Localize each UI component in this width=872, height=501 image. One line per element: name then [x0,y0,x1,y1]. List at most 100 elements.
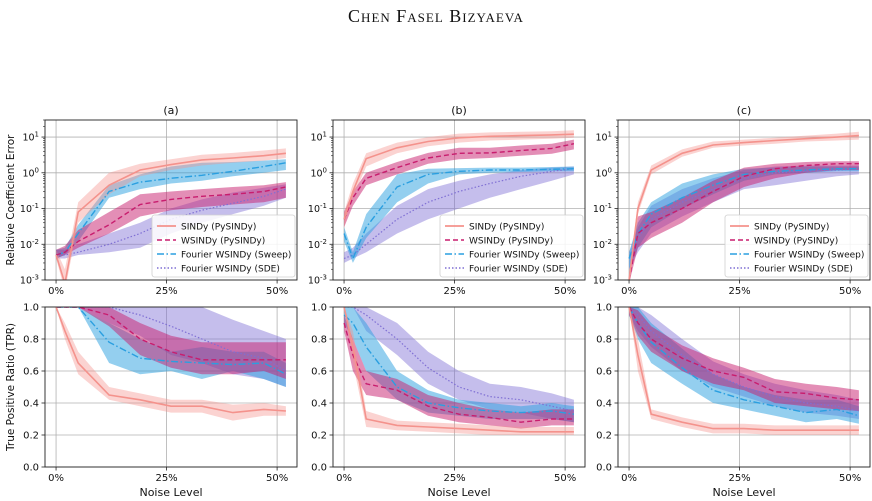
legend-label: Fourier WSINDy (SDE) [469,265,568,275]
y-tick-exponent: -2 [320,238,327,246]
y-tick-label: 0.4 [596,399,612,410]
x-tick-label: 50% [266,473,288,484]
y-tick-label: 1.0 [311,303,327,314]
y-tick-label: 10-1 [308,202,327,215]
legend-label: Fourier WSINDy (SDE) [754,265,853,275]
y-tick-label: 0.8 [596,335,612,346]
series-line-2 [628,307,860,417]
y-tick-label: 0.6 [596,367,612,378]
series-line-3 [343,168,574,260]
series-line-0 [55,152,286,280]
series-band-1 [344,315,574,429]
y-tick-label: 101 [22,131,39,144]
x-tick-label: 0% [621,286,637,297]
x-tick-label: 25% [728,286,750,297]
y-tick-base: 10 [20,240,32,251]
axes-frame [332,119,586,281]
y-tick-exponent: 1 [323,131,327,139]
x-tick-label: 50% [554,473,576,484]
series-line-0 [55,307,286,414]
y-tick-label: 10-2 [20,238,39,251]
y-tick-label: 10-1 [20,202,39,215]
series-band-1 [629,161,859,280]
y-tick-label: 0.4 [311,399,327,410]
y-tick-label: 0.4 [23,399,39,410]
panel-title: (c) [737,104,752,117]
y-tick-label: 0.0 [23,463,39,474]
y-tick-base: 10 [20,276,32,287]
y-tick-exponent: -2 [605,238,612,246]
axes-frame [332,306,586,468]
y-tick-label: 1.0 [23,303,39,314]
y-tick-exponent: 0 [608,166,612,174]
series-band-1 [56,182,286,259]
y-tick-exponent: -3 [320,274,327,282]
y-tick-label: 10-3 [308,274,327,287]
grid [45,306,297,468]
series-line-2 [56,307,287,375]
y-tick-label: 1.0 [596,303,612,314]
y-tick-label: 0.2 [596,431,612,442]
x-axis-label: Noise Level [139,486,202,499]
legend-label: Fourier WSINDy (Sweep) [181,251,291,261]
series-band-2 [344,166,574,263]
series-line-1 [343,143,575,220]
y-tick-label: 10-3 [20,274,39,287]
y-tick-base: 10 [595,133,607,144]
y-tick-label: 100 [595,166,612,179]
y-tick-label: 0.2 [23,431,39,442]
series-line-3 [628,307,860,412]
y-tick-exponent: -1 [32,202,39,210]
x-tick-label: 50% [554,286,576,297]
panel-tpr-a: 0% 25% 50% 0.0 0.2 0.4 0.6 0.8 1.0 Noise Level Tru… [5,303,298,499]
series-line-0 [628,307,859,432]
legend-box [439,214,584,278]
legend-label: SINDy (PySINDy) [469,223,544,233]
x-tick-label: 25% [155,286,177,297]
y-tick-base: 10 [593,276,605,287]
panel-title: (a) [163,104,178,117]
y-tick-label: 0.8 [23,335,39,346]
series-line-2 [343,168,574,261]
y-tick-label: 0.8 [311,335,327,346]
series-line-0 [343,133,574,220]
series-line-0 [628,134,859,280]
series-line-2 [55,162,287,256]
y-tick-exponent: 1 [35,131,39,139]
y-axis-label: True Positive Ratio (TPR) [5,323,17,452]
legend-label: WSINDy (PySINDy) [469,237,553,247]
y-tick-label: 0.2 [311,431,327,442]
x-tick-label: 0% [336,286,352,297]
panel-tpr-b: 0% 25% 50% 0.0 0.2 0.4 0.6 0.8 1.0 Noise Level [311,303,586,499]
series-band-3 [344,166,574,263]
series-band-1 [344,139,574,228]
series-line-2 [343,314,575,415]
plot-area [55,307,287,421]
y-tick-label: 0.0 [596,463,612,474]
series-line-3 [628,168,859,259]
y-tick-exponent: 0 [35,166,39,174]
x-tick-label: 50% [839,473,861,484]
series-band-1 [629,307,859,411]
legend-label: Fourier WSINDy (Sweep) [469,251,579,261]
y-tick-label: 10-2 [308,238,327,251]
legend: SINDy (PySINDy) WSINDy (PySINDy) Fourier W… [439,214,584,278]
plot-area [343,130,575,263]
y-tick-base: 10 [308,204,320,215]
y-tick-base: 10 [310,168,322,179]
plot-area [343,307,575,435]
panel-title: (b) [451,104,467,117]
x-tick-label: 0% [48,286,64,297]
legend-label: SINDy (PySINDy) [754,223,829,233]
x-tick-label: 50% [266,286,288,297]
x-tick-label: 0% [621,473,637,484]
y-tick-base: 10 [22,168,34,179]
y-tick-label: 100 [22,166,39,179]
x-axis-label: Noise Level [427,486,490,499]
y-tick-exponent: -1 [605,202,612,210]
y-tick-base: 10 [310,133,322,144]
x-tick-label: 25% [443,286,465,297]
series-line-0 [343,307,574,433]
x-tick-label: 25% [155,473,177,484]
